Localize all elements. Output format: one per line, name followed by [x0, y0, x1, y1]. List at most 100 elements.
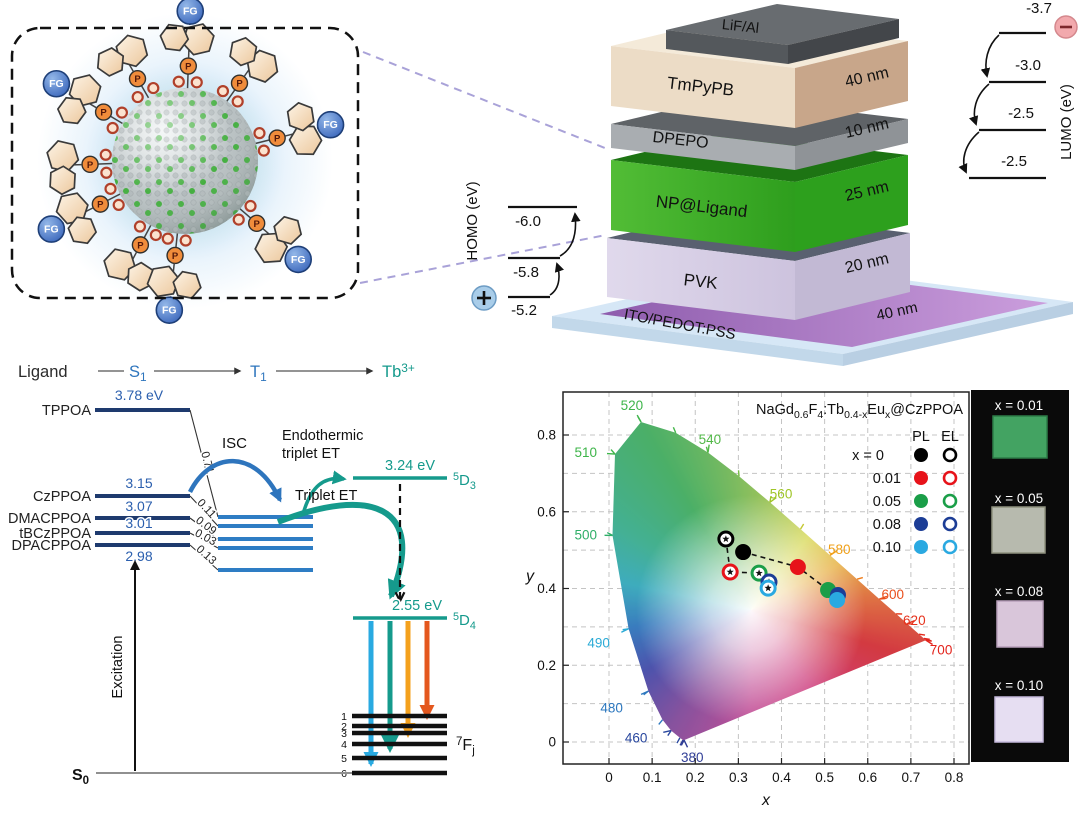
legend-dot-pl-4 [914, 540, 928, 554]
wavelength-label-540: 540 [699, 432, 722, 447]
phosphorus-atom-icon [166, 246, 184, 265]
wavelength-label-560: 560 [770, 487, 793, 502]
oxygen-atom-icon [231, 95, 244, 108]
layer-label-dpepo: DPEPO [652, 129, 710, 152]
energy-5d4: 2.55 eV [392, 598, 442, 614]
homo-value: -5.8 [513, 264, 539, 281]
wavelength-tick-580 [829, 550, 838, 556]
legend-row-label-1: 0.01 [873, 471, 901, 487]
oxygen-atom-icon [99, 148, 112, 161]
point-star-EL-0 [722, 535, 730, 543]
energy-5d3: 3.24 eV [385, 458, 435, 474]
oxygen-atom-icon [216, 85, 230, 98]
wavelength-tick-510 [606, 452, 616, 455]
pvk-side-face [795, 233, 910, 320]
legend-row-label-3: 0.08 [873, 517, 901, 533]
phosphorus-label: P [87, 160, 94, 171]
wavelength-tick-460 [663, 729, 672, 733]
oxygen-atom-icon [179, 234, 192, 247]
oxygen-atom-icon [131, 90, 144, 104]
lumo-arrow [969, 83, 990, 126]
fg-label: FG [44, 224, 59, 236]
wavelength-tick-480 [640, 690, 649, 696]
benzene-ring-icon [286, 101, 315, 132]
layer-label-lifal: LiF/Al [721, 17, 760, 37]
oxygen-atom-icon [257, 144, 270, 157]
wavelength-tick-540 [707, 444, 710, 453]
benzene-ring-icon [273, 215, 303, 245]
np-front-face [611, 160, 795, 252]
wavelength-label-600: 600 [881, 587, 904, 602]
wavelength-label-500: 500 [574, 528, 597, 543]
lifal-front-face [666, 30, 788, 64]
locus-tick-590 [856, 576, 864, 580]
benzene-ring-icon [103, 248, 137, 281]
photo-label-0: x = 0.01 [995, 398, 1043, 413]
x-tick-label: 0.7 [901, 770, 920, 785]
photo-label-2: x = 0.08 [995, 584, 1043, 599]
s1-name-TPPOA: TPPOA [42, 403, 91, 419]
functional-group-icon [176, 0, 205, 25]
wavelength-label-380: 380 [681, 750, 704, 765]
point-PL-1 [789, 559, 806, 576]
lumo-arrow [980, 34, 1000, 78]
np-side-face [795, 155, 908, 252]
wavelength-tick-620 [906, 619, 915, 625]
callout-connector-bottom [359, 234, 607, 284]
ligand-arm: P [46, 140, 120, 196]
x-tick-label: 0.5 [815, 770, 834, 785]
point-star-EL-2 [755, 569, 763, 577]
lumo-arrow [958, 131, 980, 174]
s1-t1-connector [189, 517, 219, 540]
s1-name-CzPPOA: CzPPOA [33, 489, 91, 505]
oxygen-atom-icon [149, 228, 162, 242]
phosphorus-label: P [254, 219, 261, 230]
dpepo-front-face [611, 124, 795, 170]
phosphorus-label: P [134, 74, 141, 85]
s1-t1-connector [189, 544, 219, 571]
wavelength-label-520: 520 [621, 398, 644, 413]
wavelength-tick-490 [621, 628, 629, 633]
benzene-ring-icon [49, 165, 76, 196]
callout-connector-top [362, 51, 611, 151]
phosphorus-atom-icon [247, 214, 266, 233]
legend-row-label-0: x = 0 [852, 448, 884, 464]
lumo-value: -2.5 [1008, 105, 1034, 122]
point-star-EL-1 [726, 568, 734, 576]
oxygen-atom-icon [232, 213, 245, 226]
ligand-arm-fg: P FG [146, 226, 202, 324]
benzene-ring-icon [115, 34, 149, 68]
s1-t1-connector [189, 409, 219, 518]
wavelength-label-700: 700 [930, 642, 953, 657]
fg-label: FG [291, 254, 306, 266]
oxygen-atom-icon [133, 220, 147, 233]
legend-dot-el-4 [942, 539, 958, 555]
locus-tick-440 [676, 737, 681, 744]
s1-name-tBCzPPOA: tBCzPPOA [19, 526, 91, 542]
locus-tick-470 [658, 719, 664, 725]
pvk-front-face [607, 238, 795, 320]
lumo-value: -2.5 [1001, 153, 1027, 170]
phosphorus-label: P [137, 240, 144, 251]
s1-energy-TPPOA: 3.78 eV [115, 387, 164, 403]
legend-dot-el-1 [942, 470, 958, 486]
legend-dot-el-0 [942, 447, 958, 463]
benzene-ring-icon [229, 36, 258, 67]
7f-index-5: 5 [341, 753, 347, 765]
y-tick-label: 0.2 [537, 658, 556, 673]
legend-dot-pl-0 [914, 448, 928, 462]
ligand-arm-fg: P FG [37, 182, 127, 245]
s1-name-DPACPPOA: DPACPPOA [11, 538, 91, 554]
wavelength-tick-520 [636, 414, 642, 423]
s0-label: S0 [72, 767, 89, 787]
photo-strip: x = 0.01 x = 0.05 x = 0.08 x = 0.10 [971, 390, 1069, 762]
oxygen-atom-icon [147, 81, 160, 95]
fg-label: FG [162, 305, 177, 317]
locus-tick-570 [799, 523, 805, 530]
homo-arrow [559, 212, 581, 257]
label-5d3: 5D3 [453, 471, 476, 492]
wavelength-tick-380 [683, 739, 689, 748]
isc-label: ISC [222, 435, 247, 452]
